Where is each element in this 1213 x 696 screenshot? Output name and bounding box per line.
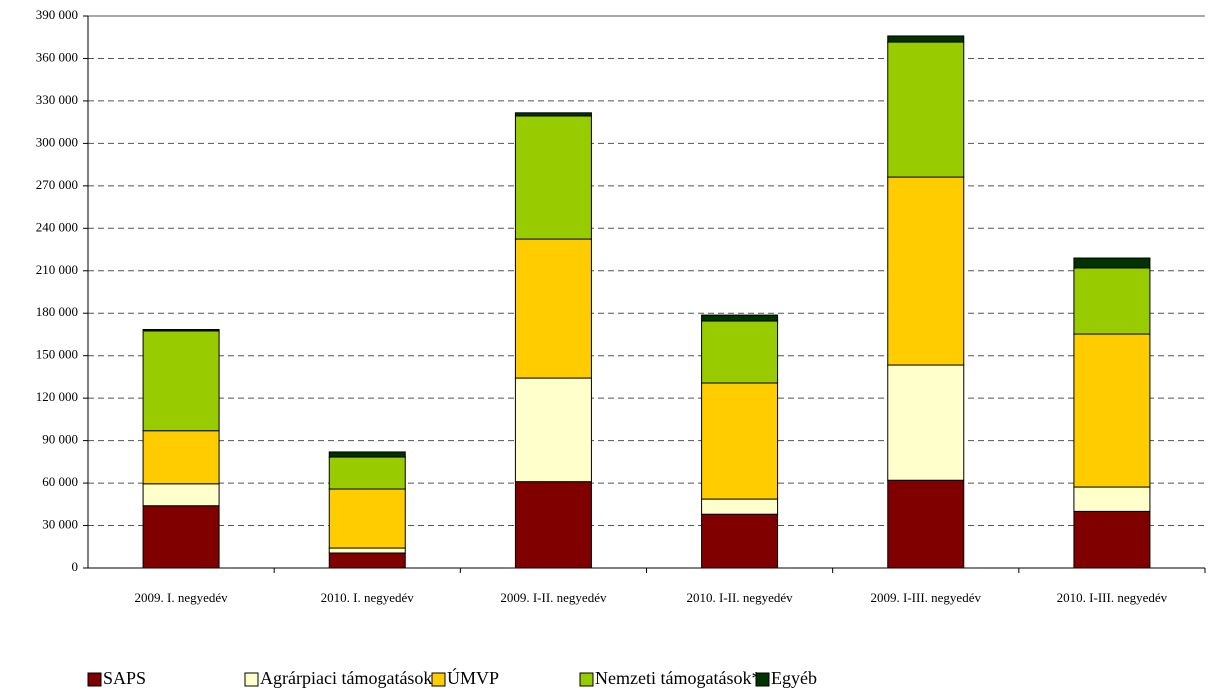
legend-swatch — [431, 672, 446, 687]
legend-swatch — [755, 672, 770, 687]
bar-segment — [1073, 267, 1151, 335]
x-tick-label: 2009. I-III. negyedév — [871, 590, 982, 605]
bar-segment — [514, 115, 592, 240]
legend-label: Nemzeti támogatások* — [595, 668, 760, 688]
x-tick-label: 2009. I-II. negyedév — [500, 590, 607, 605]
bar-segment — [328, 488, 406, 549]
y-tick-label: 0 — [72, 559, 79, 574]
y-tick-label: 150 000 — [36, 347, 78, 362]
y-tick-label: 60 000 — [42, 474, 78, 489]
bar-segment — [701, 320, 779, 384]
bar-segment — [328, 547, 406, 554]
y-tick-label: 270 000 — [36, 177, 78, 192]
legend-label: Agrárpiaci támogatások — [260, 668, 432, 688]
x-tick-label: 2010. I. negyedév — [321, 590, 415, 605]
y-tick-label: 30 000 — [42, 517, 78, 532]
bar-segment — [887, 41, 965, 178]
bar-segment — [1073, 486, 1151, 512]
x-tick-label: 2009. I. negyedév — [135, 590, 229, 605]
bar-segment — [142, 329, 220, 332]
legend-label: SAPS — [103, 668, 146, 688]
bar-segment — [887, 176, 965, 366]
y-tick-label: 120 000 — [36, 389, 78, 404]
y-tick-label: 330 000 — [36, 92, 78, 107]
bar-segment — [328, 552, 406, 569]
legend-label: Egyéb — [771, 668, 817, 688]
legend-label: ÚMVP — [447, 667, 499, 688]
legend-swatch — [244, 672, 259, 687]
bar-segment — [701, 498, 779, 515]
bar-segment — [701, 382, 779, 500]
y-tick-label: 90 000 — [42, 432, 78, 447]
bar-segment — [514, 481, 592, 569]
y-tick-label: 210 000 — [36, 262, 78, 277]
y-tick-label: 360 000 — [36, 49, 78, 64]
x-tick-label: 2010. I-III. negyedév — [1057, 590, 1168, 605]
bar-segment — [328, 451, 406, 458]
y-tick-label: 240 000 — [36, 219, 78, 234]
bar-segment — [514, 238, 592, 379]
bar-segment — [514, 377, 592, 483]
y-tick-label: 300 000 — [36, 134, 78, 149]
bar-segment — [887, 364, 965, 481]
bar-segment — [701, 314, 779, 322]
bar-segment — [514, 112, 592, 117]
y-tick-label: 390 000 — [36, 7, 78, 22]
bar-segment — [1073, 333, 1151, 488]
legend-swatch — [579, 672, 594, 687]
x-tick-label: 2010. I-II. negyedév — [687, 590, 794, 605]
bar-segment — [142, 430, 220, 485]
y-tick-label: 180 000 — [36, 304, 78, 319]
legend-swatch — [87, 672, 102, 687]
bar-segment — [1073, 510, 1151, 569]
bar-segment — [887, 35, 965, 43]
bar-segment — [701, 513, 779, 569]
bar-segment — [142, 505, 220, 569]
bar-segment — [887, 479, 965, 569]
bar-segment — [328, 456, 406, 490]
bar-segment — [1073, 257, 1151, 269]
bar-segment — [142, 483, 220, 507]
bar-segment — [142, 330, 220, 432]
